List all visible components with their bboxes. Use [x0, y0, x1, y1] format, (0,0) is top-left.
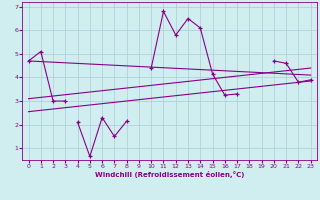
X-axis label: Windchill (Refroidissement éolien,°C): Windchill (Refroidissement éolien,°C)	[95, 171, 244, 178]
